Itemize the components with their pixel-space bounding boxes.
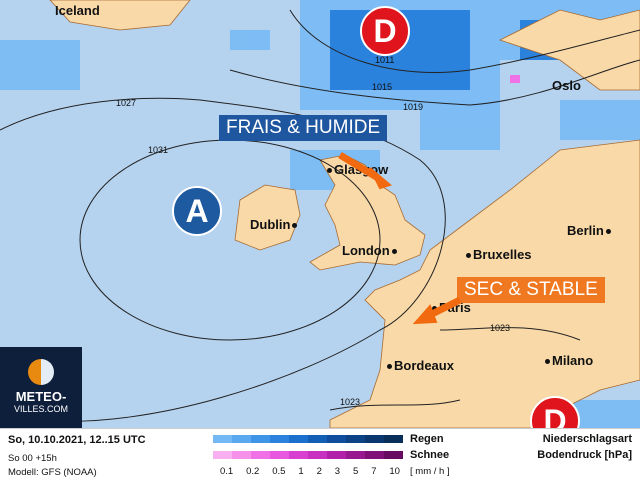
snow-swatch — [327, 451, 346, 459]
model-run: So 00 +15h — [8, 453, 57, 464]
rain-swatch — [232, 435, 251, 443]
scale-ticks: 0.1 0.2 0.5 1 2 3 5 7 10 — [220, 466, 400, 477]
city-name: Oslo — [552, 78, 581, 93]
rain-swatch — [384, 435, 403, 443]
city-bordeaux: Bordeaux — [385, 358, 454, 373]
logo-icon — [28, 359, 54, 385]
pressure-label: Bodendruck [hPa] — [537, 449, 632, 461]
rain-swatch — [270, 435, 289, 443]
snow-swatch — [365, 451, 384, 459]
city-berlin: Berlin — [567, 223, 613, 238]
city-name: Bordeaux — [394, 358, 454, 373]
city-london: London — [342, 243, 399, 258]
logo: METEO- VILLES.COM — [0, 347, 82, 428]
legend: So, 10.10.2021, 12..15 UTC So 00 +15h Mo… — [0, 428, 640, 479]
snow-swatch — [270, 451, 289, 459]
snow-swatch — [289, 451, 308, 459]
scale-tick: 3 — [334, 466, 341, 477]
isobar-label: 1023 — [490, 323, 511, 333]
isobar-label: 1015 — [372, 82, 393, 92]
snow-scale — [213, 451, 403, 459]
weather-map: 1011 1015 1019 1027 1031 1023 1023 Icela… — [0, 0, 640, 446]
annotation-sec-stable: SEC & STABLE — [457, 277, 605, 303]
annotation-frais-humide: FRAIS & HUMIDE — [219, 115, 388, 141]
snow-swatch — [308, 451, 327, 459]
rain-swatch — [308, 435, 327, 443]
rain-swatch — [251, 435, 270, 443]
arrow-icon — [338, 152, 380, 181]
map-canvas — [0, 0, 640, 429]
logo-text: METEO- — [15, 389, 67, 404]
precip-type-label: Niederschlagsart — [542, 433, 632, 445]
scale-tick: 0.1 — [220, 466, 234, 477]
scale-tick: 7 — [371, 466, 377, 477]
city-name: London — [342, 243, 390, 258]
rain-swatch — [289, 435, 308, 443]
snow-swatch — [232, 451, 251, 459]
city-name: Berlin — [567, 223, 604, 238]
rain-swatch — [213, 435, 232, 443]
snow-swatch — [213, 451, 232, 459]
logo-text: VILLES.COM — [13, 404, 69, 414]
unit-label: [ mm / h ] — [410, 466, 450, 477]
city-name: Bruxelles — [473, 247, 532, 262]
forecast-date: So, 10.10.2021, 12..15 UTC — [8, 434, 146, 446]
scale-tick: 5 — [352, 466, 359, 477]
rain-scale — [213, 435, 403, 443]
city-iceland: Iceland — [55, 3, 100, 18]
rain-swatch — [346, 435, 365, 443]
annotation-arrows — [338, 152, 462, 325]
city-oslo: Oslo — [552, 78, 581, 93]
city-dublin: Dublin — [250, 217, 299, 232]
isobar-label: 1019 — [403, 102, 424, 112]
city-name: Dublin — [250, 217, 291, 232]
model-name: Modell: GFS (NOAA) — [8, 467, 97, 478]
high-pressure-marker: A — [172, 186, 222, 236]
scale-tick: 2 — [316, 466, 322, 477]
scale-tick: 1 — [298, 466, 304, 477]
scale-tick: 10 — [389, 466, 400, 477]
rain-swatch — [327, 435, 346, 443]
snow-swatch — [251, 451, 270, 459]
snow-swatch — [384, 451, 403, 459]
low-pressure-marker: D — [360, 6, 410, 56]
isobar-label: 1011 — [375, 55, 395, 65]
snow-swatch — [346, 451, 365, 459]
isobar-label: 1031 — [148, 145, 169, 155]
rain-swatch — [365, 435, 384, 443]
city-bruxelles: Bruxelles — [464, 247, 532, 262]
rain-label: Regen — [410, 433, 444, 445]
scale-tick: 0.5 — [272, 466, 286, 477]
isobar-label: 1027 — [116, 98, 137, 108]
snow-label: Schnee — [410, 449, 450, 461]
isobar-label: 1023 — [340, 397, 361, 407]
city-name: Milano — [552, 353, 594, 368]
city-milano: Milano — [543, 353, 593, 368]
scale-tick: 0.2 — [246, 466, 260, 477]
